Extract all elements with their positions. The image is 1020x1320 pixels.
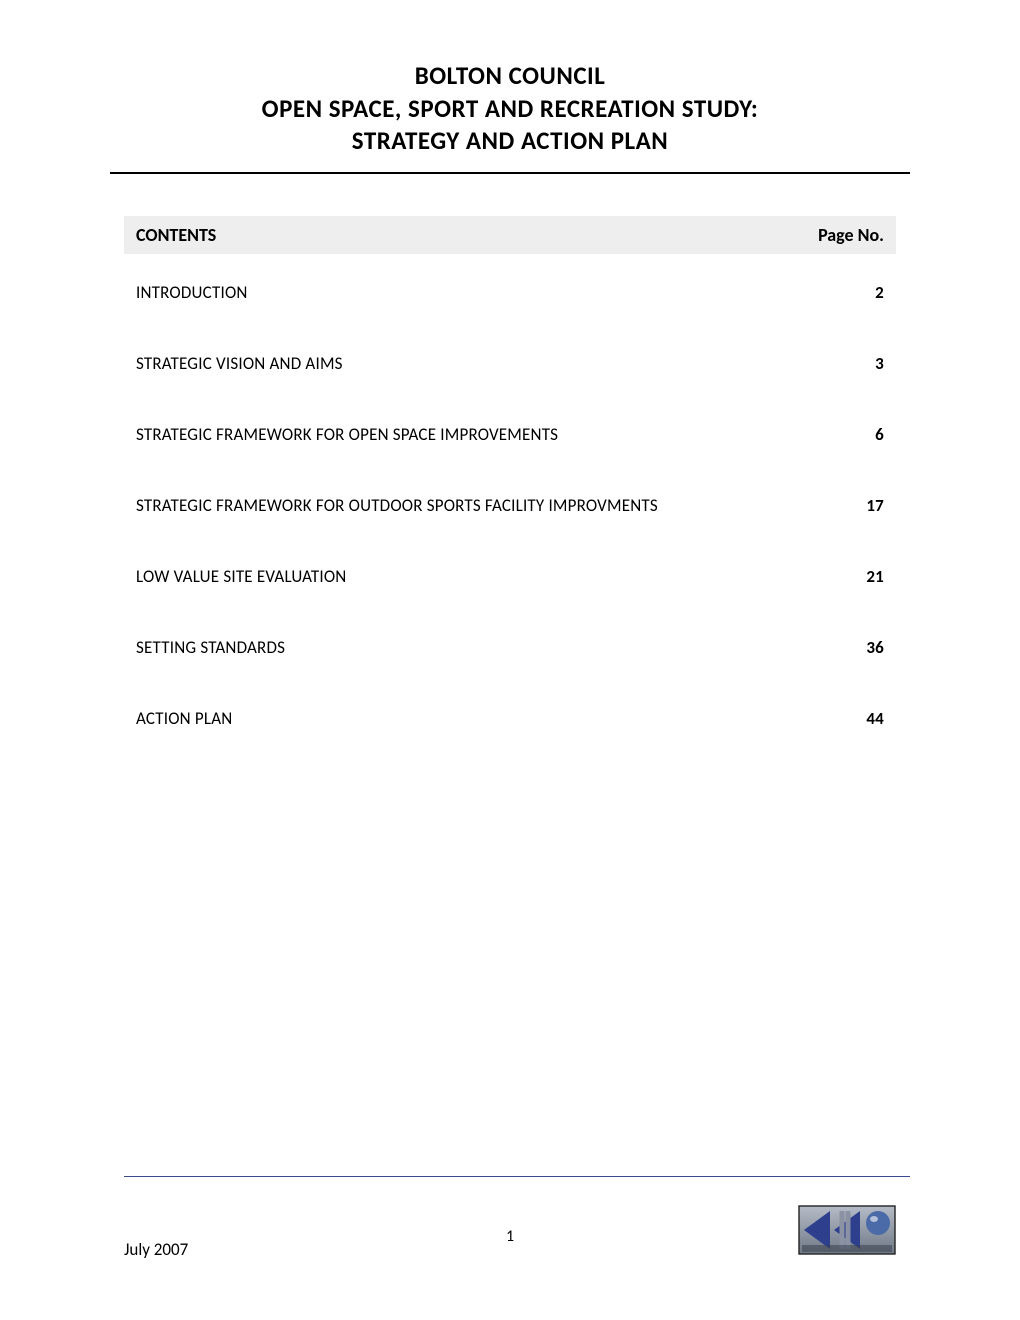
toc-row: STRATEGIC FRAMEWORK FOR OUTDOOR SPORTS F… bbox=[136, 495, 884, 516]
toc-row: INTRODUCTION 2 bbox=[136, 282, 884, 303]
toc-heading-contents: CONTENTS bbox=[136, 224, 216, 246]
logo-icon bbox=[798, 1205, 896, 1260]
toc-item-title: ACTION PLAN bbox=[136, 708, 232, 729]
toc-row: LOW VALUE SITE EVALUATION 21 bbox=[136, 566, 884, 587]
toc-row: ACTION PLAN 44 bbox=[136, 708, 884, 729]
document-title: BOLTON COUNCIL OPEN SPACE, SPORT AND REC… bbox=[110, 60, 910, 158]
footer-page-number: 1 bbox=[506, 1227, 514, 1246]
toc-item-title: LOW VALUE SITE EVALUATION bbox=[136, 566, 346, 587]
toc-item-page: 44 bbox=[844, 708, 884, 729]
toc-row: STRATEGIC FRAMEWORK FOR OPEN SPACE IMPRO… bbox=[136, 424, 884, 445]
toc-body: INTRODUCTION 2 STRATEGIC VISION AND AIMS… bbox=[124, 254, 896, 729]
toc-item-page: 21 bbox=[844, 566, 884, 587]
toc-item-page: 6 bbox=[844, 424, 884, 445]
toc-item-page: 2 bbox=[844, 282, 884, 303]
toc-row: SETTING STANDARDS 36 bbox=[136, 637, 884, 658]
title-line-1: BOLTON COUNCIL bbox=[110, 60, 910, 93]
toc-header-row: CONTENTS Page No. bbox=[124, 216, 896, 254]
toc-item-title: SETTING STANDARDS bbox=[136, 637, 285, 658]
toc-item-page: 36 bbox=[844, 637, 884, 658]
toc-item-page: 3 bbox=[844, 353, 884, 374]
toc-item-title: STRATEGIC FRAMEWORK FOR OPEN SPACE IMPRO… bbox=[136, 424, 558, 445]
toc-item-title: STRATEGIC VISION AND AIMS bbox=[136, 353, 343, 374]
title-line-2: OPEN SPACE, SPORT AND RECREATION STUDY: bbox=[110, 93, 910, 126]
page-footer: July 2007 bbox=[110, 1176, 910, 1260]
document-page: BOLTON COUNCIL OPEN SPACE, SPORT AND REC… bbox=[0, 0, 1020, 1320]
footer-divider bbox=[124, 1176, 910, 1177]
footer-date: July 2007 bbox=[124, 1239, 188, 1260]
table-of-contents: CONTENTS Page No. INTRODUCTION 2 STRATEG… bbox=[110, 216, 910, 729]
title-divider bbox=[110, 172, 910, 174]
title-line-3: STRATEGY AND ACTION PLAN bbox=[110, 125, 910, 158]
toc-heading-page-no: Page No. bbox=[818, 224, 884, 246]
toc-item-title: STRATEGIC FRAMEWORK FOR OUTDOOR SPORTS F… bbox=[136, 495, 658, 516]
toc-row: STRATEGIC VISION AND AIMS 3 bbox=[136, 353, 884, 374]
toc-item-title: INTRODUCTION bbox=[136, 282, 248, 303]
toc-item-page: 17 bbox=[844, 495, 884, 516]
